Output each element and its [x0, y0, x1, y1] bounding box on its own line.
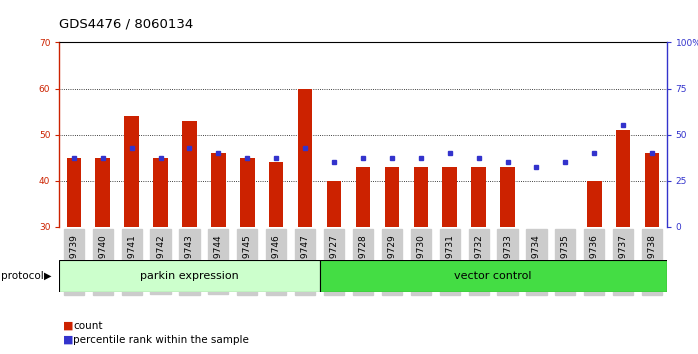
Bar [645, 153, 660, 227]
Bar [385, 167, 399, 227]
Bar [327, 181, 341, 227]
Bar [587, 181, 602, 227]
Bar [182, 121, 197, 227]
Bar [66, 158, 81, 227]
Text: parkin expression: parkin expression [140, 271, 239, 281]
Bar [616, 130, 630, 227]
Bar [240, 158, 255, 227]
Text: ▶: ▶ [44, 271, 52, 281]
Bar [124, 116, 139, 227]
Bar [356, 167, 370, 227]
Bar [211, 153, 225, 227]
Text: GDS4476 / 8060134: GDS4476 / 8060134 [59, 17, 193, 30]
Bar [59, 260, 320, 292]
Bar [413, 167, 428, 227]
Text: ■: ■ [63, 335, 73, 345]
Bar [529, 227, 544, 245]
Bar [500, 167, 514, 227]
Bar [96, 158, 110, 227]
Text: ■: ■ [63, 321, 73, 331]
Bar [558, 227, 572, 245]
Text: count: count [73, 321, 103, 331]
Bar [269, 162, 283, 227]
Bar [154, 158, 168, 227]
Text: vector control: vector control [454, 271, 532, 281]
Bar [298, 88, 312, 227]
Bar [471, 167, 486, 227]
Bar [443, 167, 457, 227]
Text: percentile rank within the sample: percentile rank within the sample [73, 335, 249, 345]
Text: protocol: protocol [1, 271, 43, 281]
Bar [320, 260, 667, 292]
